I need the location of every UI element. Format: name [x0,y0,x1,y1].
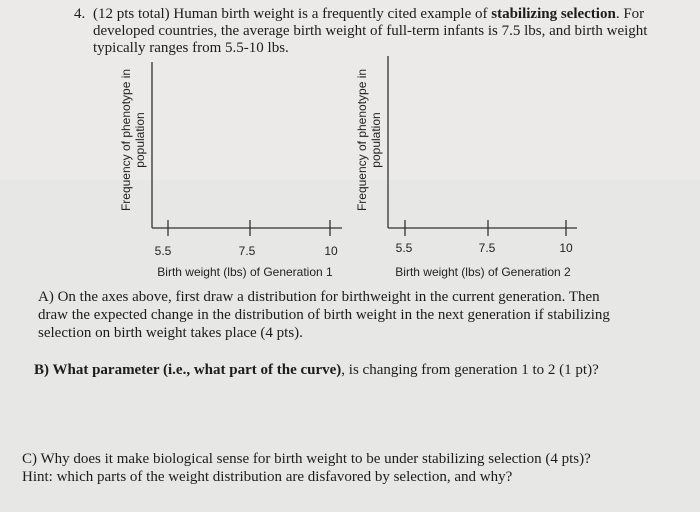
text-run: typically ranges from 5.5-10 lbs. [93,40,289,56]
part-a-line: A) On the axes above, first draw a distr… [38,289,600,305]
text-run: (12 pts total) Human birth weight is a f… [93,6,491,22]
text-run: . For [616,6,644,22]
bold-run: stabilizing selection [491,6,616,22]
text-run: , is changing from generation 1 to 2 (1 … [341,362,599,378]
x-tick-label: 7.5 [239,244,256,258]
text-run: developed countries, the average birth w… [93,23,648,39]
part-a-line: selection on birth weight takes place (4… [38,325,303,341]
y-label: Frequency of phenotype in [355,69,369,211]
x-label: Birth weight (lbs) of Generation 2 [395,265,571,279]
x-tick-label: 7.5 [479,241,496,255]
bold-run: B) What parameter (i.e., what part of th… [34,362,341,378]
y-label: population [369,112,383,167]
x-tick-label: 5.5 [396,241,413,255]
y-label: population [133,112,147,167]
intro-line: developed countries, the average birth w… [93,23,648,39]
part-c-line: C) Why does it make biological sense for… [22,451,591,467]
intro-line: typically ranges from 5.5-10 lbs. [93,40,289,56]
part-b: B) What parameter (i.e., what part of th… [34,362,599,378]
question-number: 4. [74,6,85,22]
part-a-line: draw the expected change in the distribu… [38,307,610,323]
x-tick-label: 5.5 [155,244,172,258]
figure: Frequency of phenotype in population 5.5… [119,62,342,279]
part-c-line: Hint: which parts of the weight distribu… [22,469,513,485]
x-label: Birth weight (lbs) of Generation 1 [157,265,333,279]
intro-line: (12 pts total) Human birth weight is a f… [93,6,644,22]
y-label: Frequency of phenotype in [119,69,133,211]
shadow [0,180,700,512]
x-tick-label: 10 [559,241,573,255]
figure: Frequency of phenotype in population 5.5… [355,56,577,279]
x-tick-label: 10 [324,244,338,258]
